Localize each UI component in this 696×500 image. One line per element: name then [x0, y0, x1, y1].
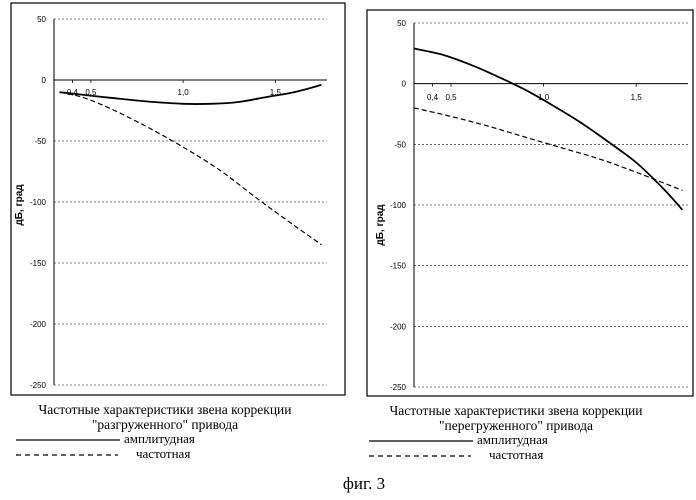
figure-label: фиг. 3 [343, 474, 385, 493]
x-tick-label: 1,0 [178, 88, 190, 97]
x-tick-label: 0,4 [427, 93, 439, 102]
y-tick-label: -200 [30, 320, 47, 329]
series-lines [414, 49, 682, 210]
legend-label-amplitude: амплитудная [477, 432, 548, 447]
y-tick-labels: 50 0 -50 -100 -150 -200 -250 [390, 19, 407, 392]
y-tick-label: -100 [390, 201, 407, 210]
grid-lines [54, 19, 327, 385]
legend-label-frequency: частотная [136, 446, 190, 461]
y-tick-label: -200 [390, 322, 407, 331]
chart-frame [367, 10, 693, 396]
y-axis-label: дБ, град [14, 184, 25, 226]
legend-label-frequency: частотная [489, 447, 543, 462]
x-tick-label: 1,5 [631, 93, 643, 102]
x-tick-labels: 0,40,51,01,5 [67, 88, 282, 97]
y-tick-labels: 50 0 -50 -100 -150 -200 -250 [30, 15, 47, 390]
chart-subtitle: "перегруженного" привода [439, 418, 593, 433]
x-tick-label: 0,5 [445, 93, 457, 102]
series-line-amplitude [414, 49, 682, 210]
chart-title: Частотные характеристики звена коррекции [39, 402, 292, 417]
y-axis-label: дБ, град [375, 204, 386, 246]
y-tick-label: 0 [42, 76, 47, 85]
series-line-frequency [414, 108, 682, 190]
chart-unloaded-drive: 50 0 -50 -100 -150 -200 -250 0,40,51,01,5 дБ, … [11, 3, 345, 395]
y-tick-label: -150 [30, 259, 47, 268]
y-tick-label: 0 [402, 80, 407, 89]
y-tick-label: 50 [37, 15, 46, 24]
chart-title: Частотные характеристики звена коррекции [390, 403, 643, 418]
series-lines [60, 85, 322, 245]
y-tick-label: -150 [390, 262, 407, 271]
y-tick-label: 50 [397, 19, 406, 28]
chart-subtitle: "разгруженного" привода [92, 417, 238, 432]
chart-frame [11, 3, 345, 395]
series-line-frequency [60, 92, 322, 245]
y-tick-label: -250 [390, 383, 407, 392]
chart-overloaded-drive: 500-50-100-150-200-250 0,40,51,01,5 дБ, … [367, 10, 693, 396]
y-tick-label: -250 [30, 381, 47, 390]
y-tick-label: -50 [34, 137, 46, 146]
legend-label-amplitude: амплитудная [124, 431, 195, 446]
grid-lines [414, 23, 688, 387]
y-tick-label: -50 [394, 140, 406, 149]
y-tick-label: -100 [30, 198, 47, 207]
series-line-amplitude [60, 85, 322, 104]
